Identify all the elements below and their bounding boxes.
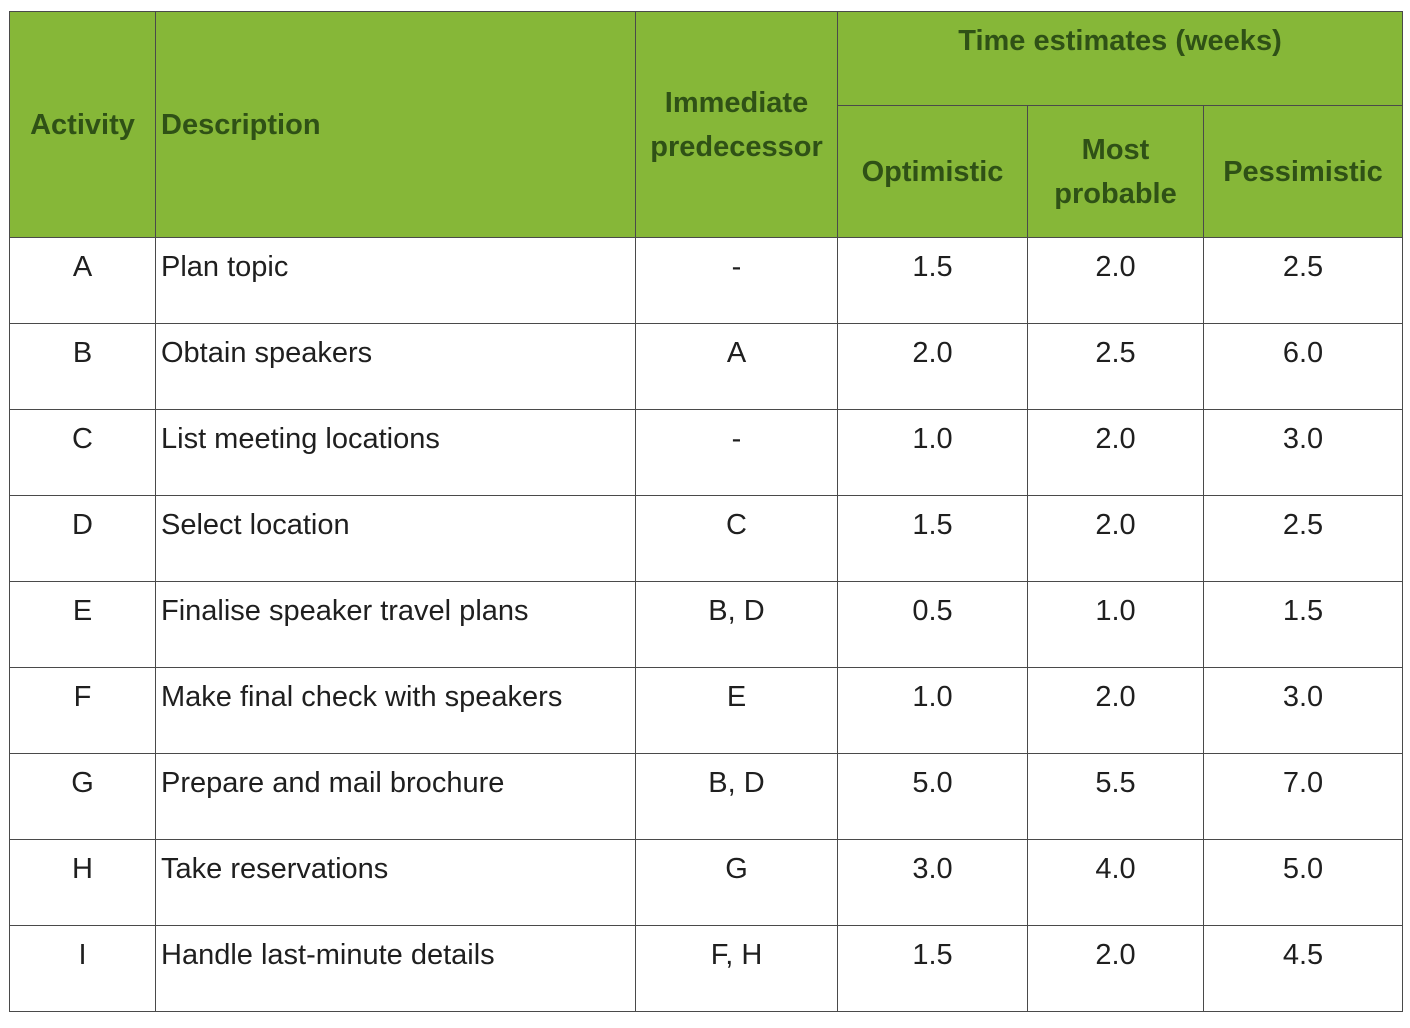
- header-most-probable: Most probable: [1027, 105, 1204, 238]
- description-cell: Prepare and mail brochure: [155, 753, 636, 840]
- table-row: B Obtain speakers A 2.0 2.5 6.0: [9, 323, 1403, 410]
- pessimistic-cell: 2.5: [1203, 237, 1403, 324]
- table-header: Activity Description Immediate predecess…: [9, 11, 1403, 238]
- header-predecessor-line2: predecessor: [650, 130, 823, 163]
- activity-time-estimates-table: Activity Description Immediate predecess…: [9, 11, 1403, 1012]
- predecessor-cell: G: [635, 839, 838, 926]
- activity-cell: C: [9, 409, 156, 496]
- activity-cell: G: [9, 753, 156, 840]
- header-time-estimates: Time estimates (weeks): [837, 11, 1403, 106]
- activity-cell: D: [9, 495, 156, 582]
- activity-cell: H: [9, 839, 156, 926]
- table-row: D Select location C 1.5 2.0 2.5: [9, 495, 1403, 582]
- table-row: A Plan topic - 1.5 2.0 2.5: [9, 237, 1403, 324]
- optimistic-cell: 1.5: [837, 237, 1028, 324]
- header-row-top: Activity Description Immediate predecess…: [9, 11, 1403, 238]
- table-row: F Make final check with speakers E 1.0 2…: [9, 667, 1403, 754]
- header-description: Description: [155, 11, 636, 238]
- optimistic-cell: 1.0: [837, 409, 1028, 496]
- optimistic-cell: 1.5: [837, 925, 1028, 1012]
- most-probable-cell: 1.0: [1027, 581, 1204, 668]
- table-row: H Take reservations G 3.0 4.0 5.0: [9, 839, 1403, 926]
- header-most-probable-line1: Most: [1081, 133, 1150, 166]
- most-probable-cell: 2.0: [1027, 925, 1204, 1012]
- table-body: A Plan topic - 1.5 2.0 2.5 B Obtain spea…: [9, 237, 1403, 1012]
- table-row: E Finalise speaker travel plans B, D 0.5…: [9, 581, 1403, 668]
- header-immediate-predecessor: Immediate predecessor: [635, 11, 838, 238]
- activity-cell: B: [9, 323, 156, 410]
- description-cell: Finalise speaker travel plans: [155, 581, 636, 668]
- activity-cell: I: [9, 925, 156, 1012]
- activity-cell: E: [9, 581, 156, 668]
- description-cell: Handle last-minute details: [155, 925, 636, 1012]
- description-cell: Plan topic: [155, 237, 636, 324]
- pessimistic-cell: 4.5: [1203, 925, 1403, 1012]
- pessimistic-cell: 2.5: [1203, 495, 1403, 582]
- predecessor-cell: -: [635, 409, 838, 496]
- predecessor-cell: F, H: [635, 925, 838, 1012]
- pessimistic-cell: 6.0: [1203, 323, 1403, 410]
- predecessor-cell: B, D: [635, 581, 838, 668]
- most-probable-cell: 2.0: [1027, 409, 1204, 496]
- predecessor-cell: B, D: [635, 753, 838, 840]
- optimistic-cell: 1.5: [837, 495, 1028, 582]
- most-probable-cell: 2.0: [1027, 667, 1204, 754]
- table-row: C List meeting locations - 1.0 2.0 3.0: [9, 409, 1403, 496]
- header-optimistic: Optimistic: [837, 105, 1028, 238]
- description-cell: Obtain speakers: [155, 323, 636, 410]
- pessimistic-cell: 3.0: [1203, 667, 1403, 754]
- pessimistic-cell: 5.0: [1203, 839, 1403, 926]
- pessimistic-cell: 7.0: [1203, 753, 1403, 840]
- pessimistic-cell: 3.0: [1203, 409, 1403, 496]
- optimistic-cell: 5.0: [837, 753, 1028, 840]
- table-row: G Prepare and mail brochure B, D 5.0 5.5…: [9, 753, 1403, 840]
- description-cell: Make final check with speakers: [155, 667, 636, 754]
- header-predecessor-line1: Immediate: [664, 86, 809, 119]
- header-most-probable-line2: probable: [1054, 177, 1177, 210]
- description-cell: Select location: [155, 495, 636, 582]
- description-cell: List meeting locations: [155, 409, 636, 496]
- most-probable-cell: 4.0: [1027, 839, 1204, 926]
- header-pessimistic: Pessimistic: [1203, 105, 1403, 238]
- pessimistic-cell: 1.5: [1203, 581, 1403, 668]
- activity-cell: A: [9, 237, 156, 324]
- most-probable-cell: 2.0: [1027, 237, 1204, 324]
- table-row: I Handle last-minute details F, H 1.5 2.…: [9, 925, 1403, 1012]
- predecessor-cell: C: [635, 495, 838, 582]
- predecessor-cell: -: [635, 237, 838, 324]
- optimistic-cell: 3.0: [837, 839, 1028, 926]
- most-probable-cell: 5.5: [1027, 753, 1204, 840]
- predecessor-cell: A: [635, 323, 838, 410]
- description-cell: Take reservations: [155, 839, 636, 926]
- header-activity: Activity: [9, 11, 156, 238]
- activity-cell: F: [9, 667, 156, 754]
- optimistic-cell: 1.0: [837, 667, 1028, 754]
- predecessor-cell: E: [635, 667, 838, 754]
- header-row-bottom: Optimistic Most probable Pessimistic: [10, 105, 1403, 238]
- optimistic-cell: 0.5: [837, 581, 1028, 668]
- most-probable-cell: 2.5: [1027, 323, 1204, 410]
- optimistic-cell: 2.0: [837, 323, 1028, 410]
- most-probable-cell: 2.0: [1027, 495, 1204, 582]
